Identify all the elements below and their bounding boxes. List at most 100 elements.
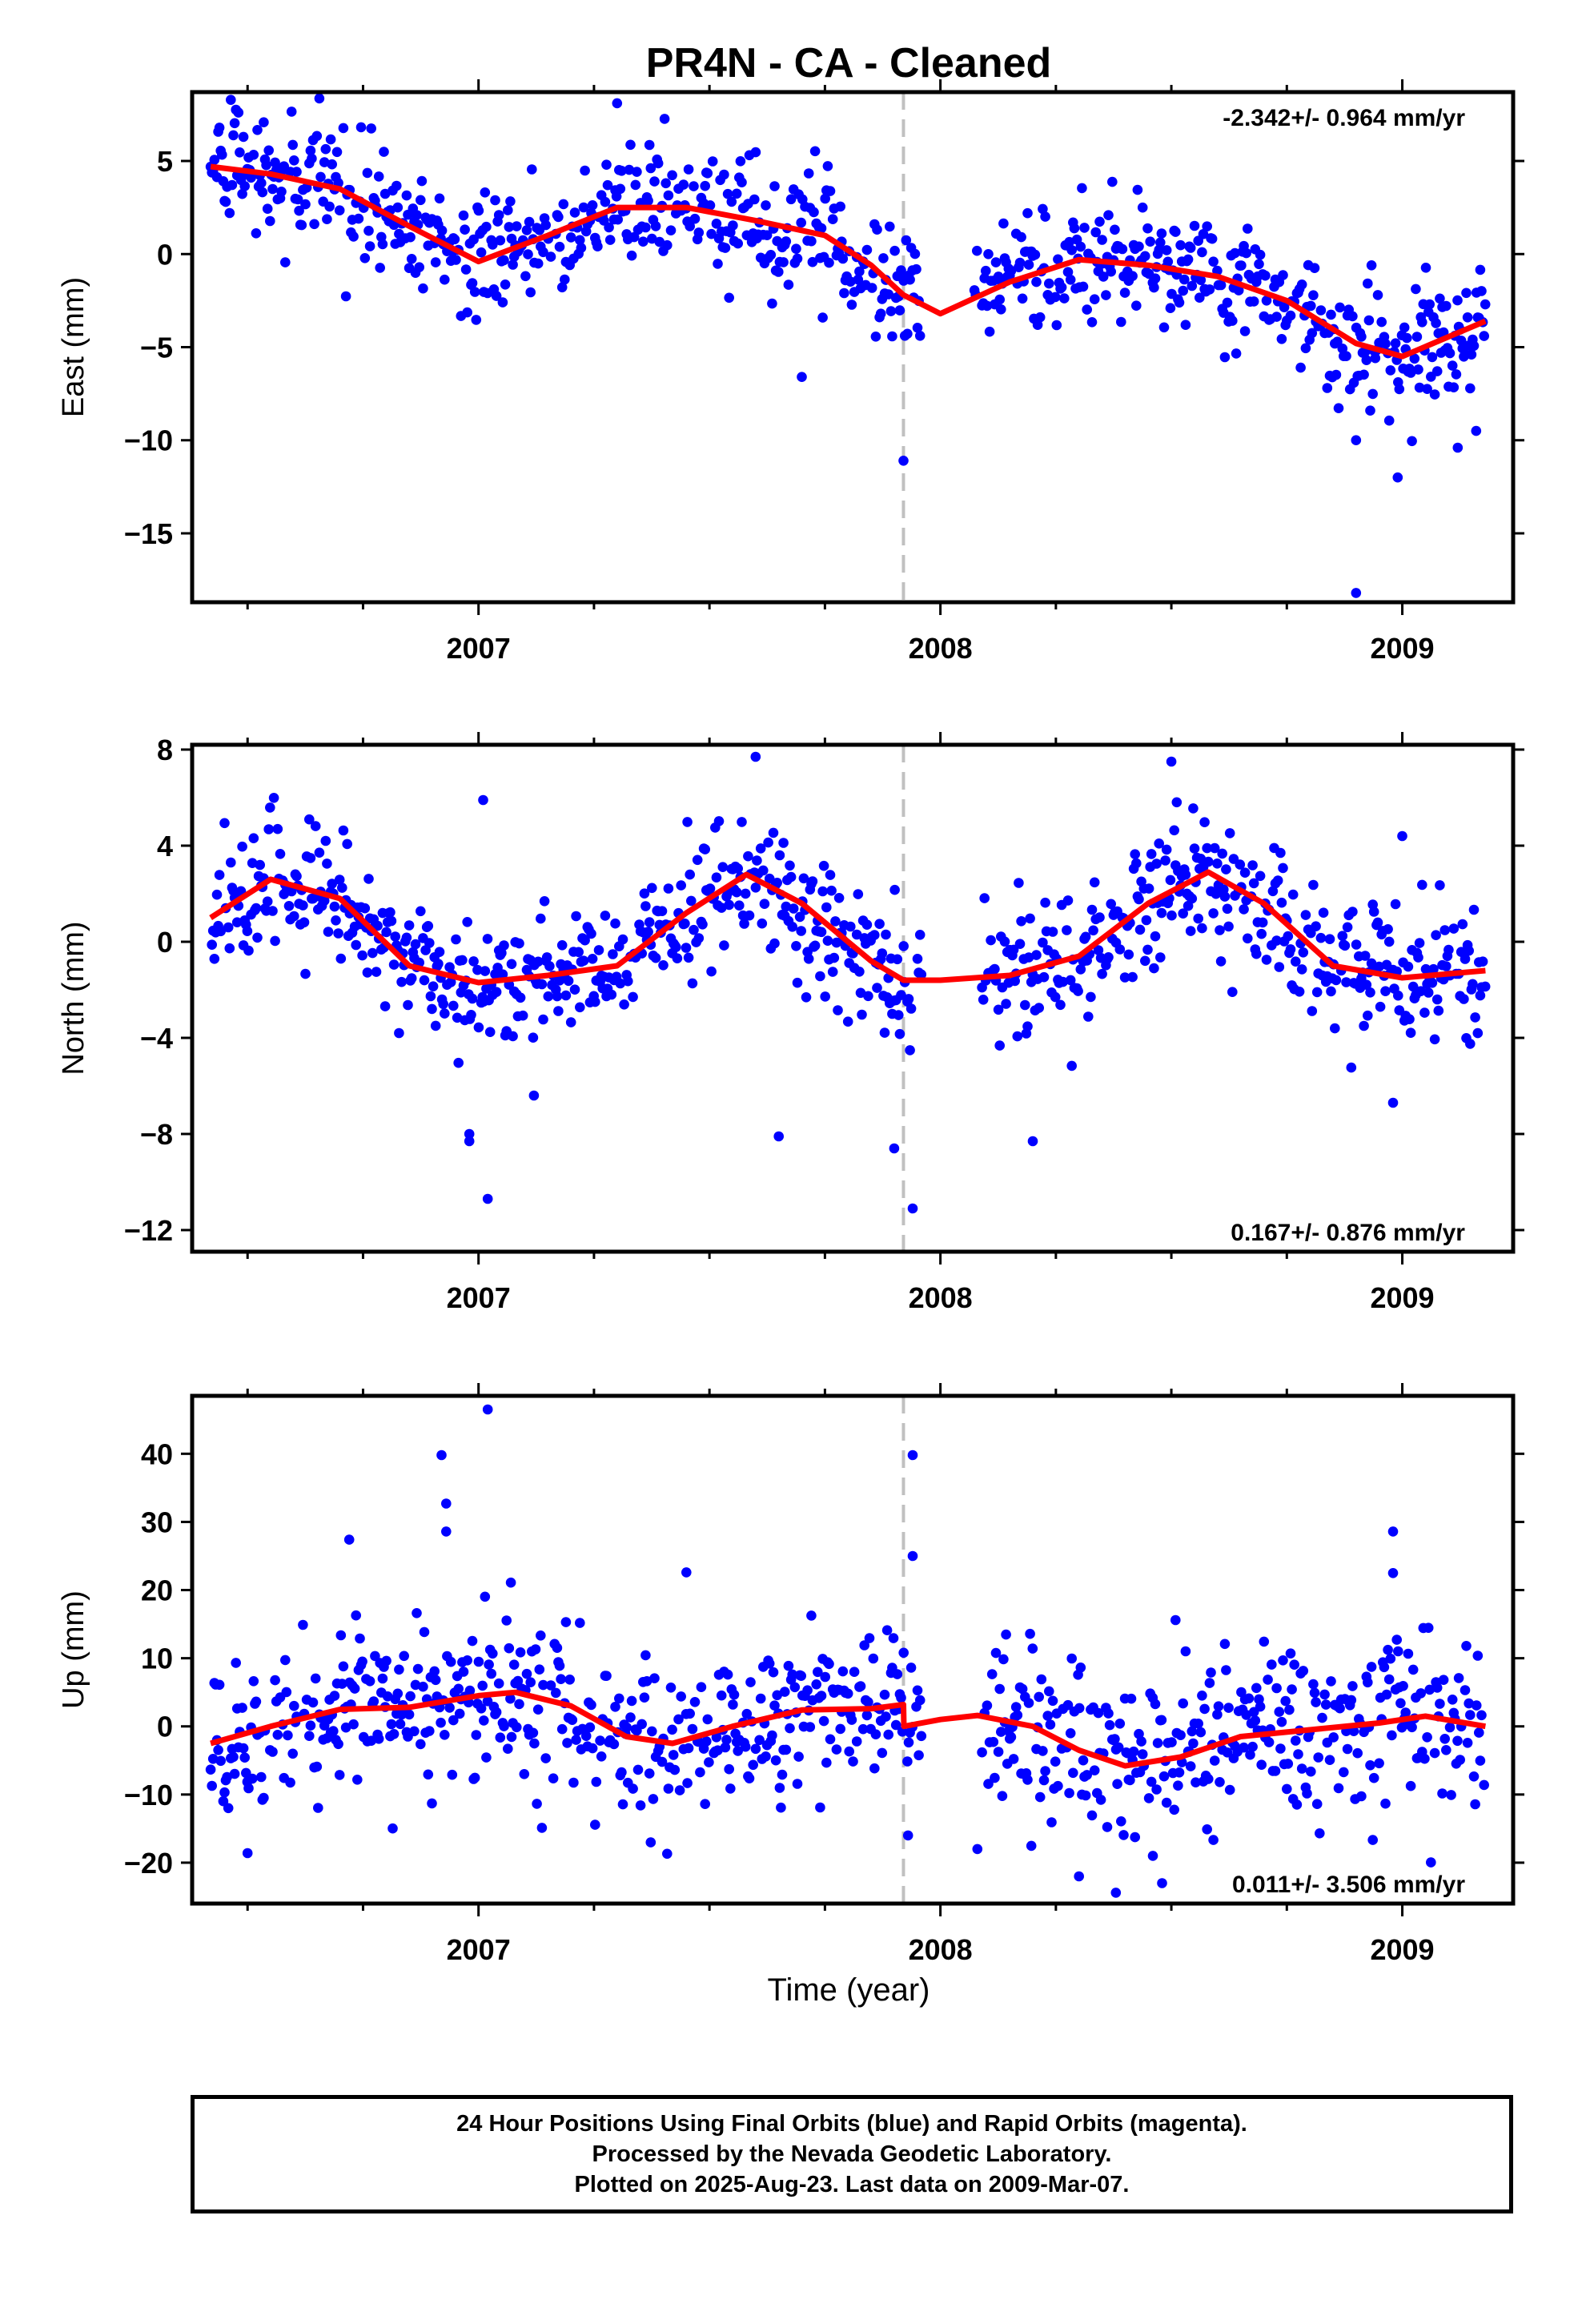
data-point [1391,1634,1402,1645]
data-point [785,860,795,871]
data-point [1208,256,1219,267]
data-point [239,181,251,191]
data-point [983,1779,994,1789]
x-tick-label: 2009 [1370,1281,1434,1314]
data-point [1112,1779,1122,1789]
data-point [252,125,263,135]
data-point [1437,1788,1447,1799]
data-point [702,168,713,179]
data-point [424,1726,435,1736]
outlier-point [902,1830,913,1841]
data-point [1075,964,1086,975]
data-point [556,282,568,293]
data-point [567,1715,578,1725]
data-point [1173,1780,1183,1791]
data-point [1219,1638,1231,1650]
data-point [825,186,836,196]
data-point [824,1659,834,1670]
data-point [1026,1840,1037,1852]
data-point [909,248,921,259]
data-point [761,200,771,211]
data-point [451,934,461,945]
data-point [1470,1799,1480,1810]
data-point [1383,415,1395,426]
data-point [1409,353,1420,364]
outlier-point [773,1131,784,1142]
data-point [674,1785,685,1795]
data-point [1376,316,1387,328]
data-point [488,239,498,250]
data-point [481,221,492,232]
data-point [1034,312,1046,323]
data-point [476,247,487,258]
data-point [870,1729,881,1739]
data-point [1116,316,1126,328]
data-point [743,850,753,862]
data-point [1452,1735,1463,1747]
data-point [1175,239,1186,251]
data-point [272,1730,283,1740]
data-point [207,939,218,950]
x-axis-label: Time (year) [768,1972,930,2008]
data-point [1276,1716,1287,1727]
data-point [440,1730,450,1740]
data-point [1038,971,1050,983]
data-point [565,232,576,243]
data-point [512,1675,524,1687]
data-point [529,1738,540,1749]
data-point [1311,921,1321,931]
data-point [805,1722,816,1732]
data-point [1068,1767,1078,1779]
data-point [731,887,742,898]
data-point [990,257,1002,267]
data-point [406,254,417,264]
data-point [853,889,864,899]
data-point [298,900,308,911]
data-point [1243,1693,1255,1704]
data-point [983,249,994,259]
data-point [872,983,882,993]
data-point [497,297,508,308]
data-point [305,145,316,156]
data-point [842,1688,853,1699]
data-point [1171,797,1182,808]
data-point [1095,1795,1106,1805]
data-point [1180,1646,1191,1657]
outlier-point [1027,1136,1038,1147]
data-point [1001,999,1011,1009]
data-point [247,858,258,868]
data-point [807,876,818,887]
data-point [565,1017,576,1027]
data-point [1423,1622,1434,1633]
data-point [223,1803,234,1814]
data-point [996,304,1006,315]
outlier-point [436,1449,447,1461]
data-point [364,241,375,251]
data-point [610,918,620,929]
data-point [1337,344,1348,354]
data-point [1407,436,1417,447]
x-tick-label: 2008 [909,1281,973,1314]
data-point [331,147,343,158]
data-point [833,1005,843,1015]
data-point [1402,332,1412,344]
data-point [1202,842,1212,854]
data-point [1296,1763,1307,1774]
data-point [1417,879,1427,891]
data-point [1186,280,1198,292]
data-point [902,1756,913,1767]
data-point [996,1727,1006,1737]
x-tick-label: 2008 [909,632,973,665]
data-point [464,1685,476,1696]
data-point [1162,256,1174,267]
data-point [1086,1810,1098,1821]
data-point [1161,844,1172,855]
data-point [1255,870,1266,882]
data-point [1103,952,1114,963]
data-point [1309,263,1320,274]
data-point [237,188,247,199]
data-point [990,963,1000,975]
data-point [471,1730,482,1740]
data-point [1150,273,1161,284]
data-point [1248,296,1259,307]
